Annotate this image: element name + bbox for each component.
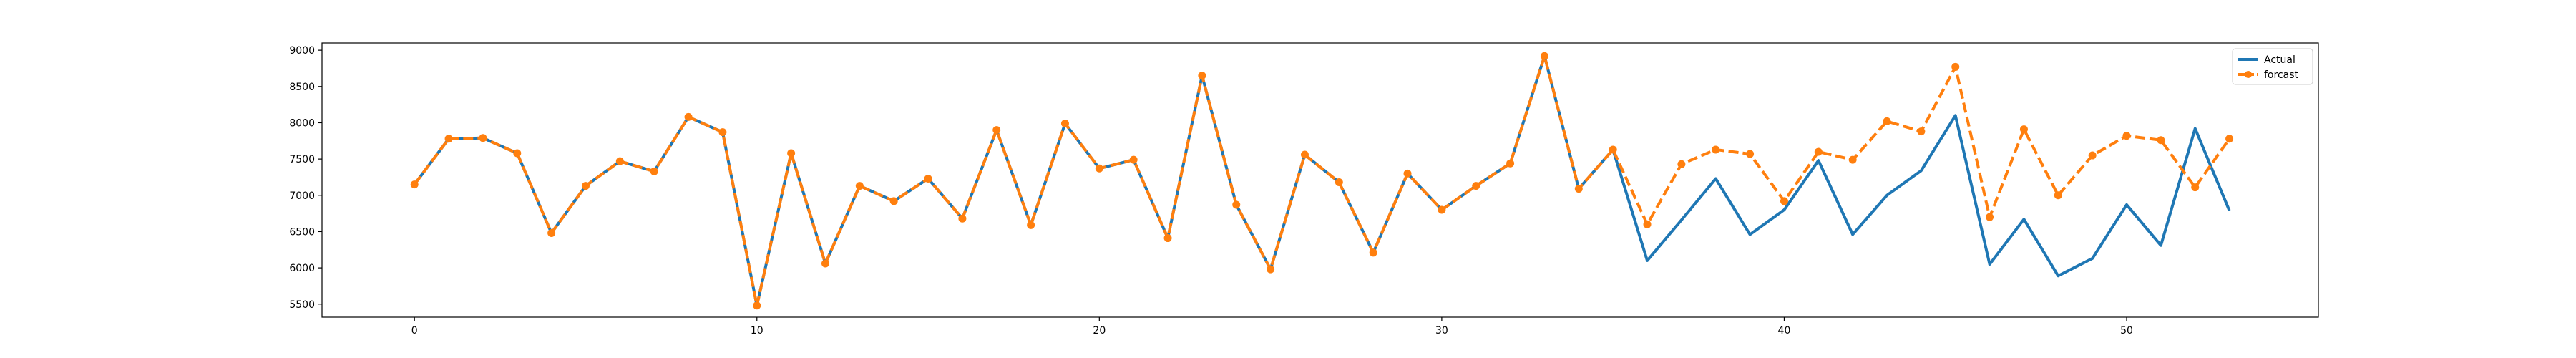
x-tick-label: 40: [1778, 325, 1791, 337]
series-point-forcast: [1163, 234, 1172, 243]
series-point-forcast: [1883, 117, 1891, 125]
series-point-forcast: [1951, 62, 1960, 71]
x-axis: 0 10 20 30 40 50: [411, 317, 2133, 337]
plot-area: [321, 42, 2319, 318]
series-point-forcast: [753, 301, 761, 310]
series-point-forcast: [1780, 197, 1788, 205]
series-point-forcast: [2019, 125, 2028, 134]
legend-marker: [2245, 71, 2252, 78]
plot-frame: [321, 42, 2319, 318]
series-point-forcast: [1917, 127, 1926, 136]
legend-label: Actual: [2264, 54, 2296, 66]
series-point-forcast: [2122, 132, 2131, 140]
series-point-forcast: [581, 182, 590, 190]
series-line-forcast: [413, 54, 2231, 307]
series-point-forcast: [1267, 265, 1275, 274]
series-point-forcast: [2157, 136, 2165, 145]
y-tick-label: 7000: [289, 190, 315, 202]
y-tick-label: 8500: [289, 82, 315, 93]
x-tick-label: 20: [1093, 325, 1106, 337]
series-point-forcast: [1095, 164, 1103, 173]
series-point-forcast: [821, 259, 829, 268]
series-point-forcast: [1232, 200, 1241, 209]
x-tick-label: 10: [751, 325, 763, 337]
series-point-forcast: [1609, 145, 1617, 154]
x-tick-label: 0: [411, 325, 418, 337]
y-tick-label: 6000: [289, 263, 315, 274]
series-point-forcast: [1403, 169, 1412, 178]
y-tick-label: 9000: [289, 45, 315, 57]
series-point-forcast: [2088, 151, 2097, 160]
series-point-forcast: [1746, 150, 1755, 158]
series-point-forcast: [958, 214, 967, 223]
series-point-forcast: [1814, 147, 1823, 156]
series-point-forcast: [889, 197, 898, 205]
series-point-forcast: [444, 135, 453, 143]
series-point-forcast: [1712, 145, 1720, 154]
series-point-forcast: [924, 174, 932, 183]
series-point-forcast: [1986, 213, 1994, 221]
series-point-forcast: [1574, 185, 1583, 193]
series-point-forcast: [479, 134, 487, 142]
series-point-forcast: [1438, 205, 1446, 214]
series-point-forcast: [684, 112, 693, 121]
series-point-forcast: [992, 126, 1001, 135]
x-tick-label: 30: [1435, 325, 1448, 337]
x-tick-label: 50: [2120, 325, 2133, 337]
series-point-forcast: [1540, 52, 1548, 60]
series-point-forcast: [547, 228, 556, 237]
series-point-forcast: [2225, 135, 2234, 143]
series-point-forcast: [855, 182, 864, 190]
series-point-forcast: [615, 157, 624, 165]
series-point-forcast: [410, 180, 419, 189]
y-axis: 5500 6000 6500 7000 7500 8000 8500 9000: [289, 45, 322, 311]
y-tick-label: 7500: [289, 154, 315, 165]
legend-label: forcast: [2264, 69, 2299, 81]
y-tick-label: 8000: [289, 117, 315, 129]
series-point-forcast: [1198, 72, 1206, 80]
series-point-forcast: [1300, 150, 1309, 159]
series-point-forcast: [1129, 155, 1138, 164]
series-point-forcast: [1848, 155, 1857, 164]
series-line-actual: [413, 54, 2231, 307]
series-layer: [410, 52, 2234, 310]
series-point-forcast: [787, 149, 796, 158]
series-point-forcast: [1472, 182, 1480, 190]
y-tick-label: 5500: [289, 299, 315, 311]
series-point-forcast: [1643, 220, 1652, 228]
series-point-forcast: [2191, 183, 2200, 192]
series-point-forcast: [1060, 119, 1069, 127]
series-point-forcast: [2054, 191, 2062, 200]
series-point-forcast: [1369, 248, 1377, 257]
series-point-forcast: [1027, 221, 1035, 229]
series-point-forcast: [513, 149, 522, 158]
series-point-forcast: [650, 167, 658, 175]
y-tick-label: 6500: [289, 226, 315, 238]
series-point-forcast: [718, 128, 727, 137]
legend: Actual forcast: [2232, 48, 2313, 85]
series-point-forcast: [1677, 160, 1686, 168]
series-point-forcast: [1506, 159, 1515, 168]
series-point-forcast: [1335, 178, 1343, 187]
